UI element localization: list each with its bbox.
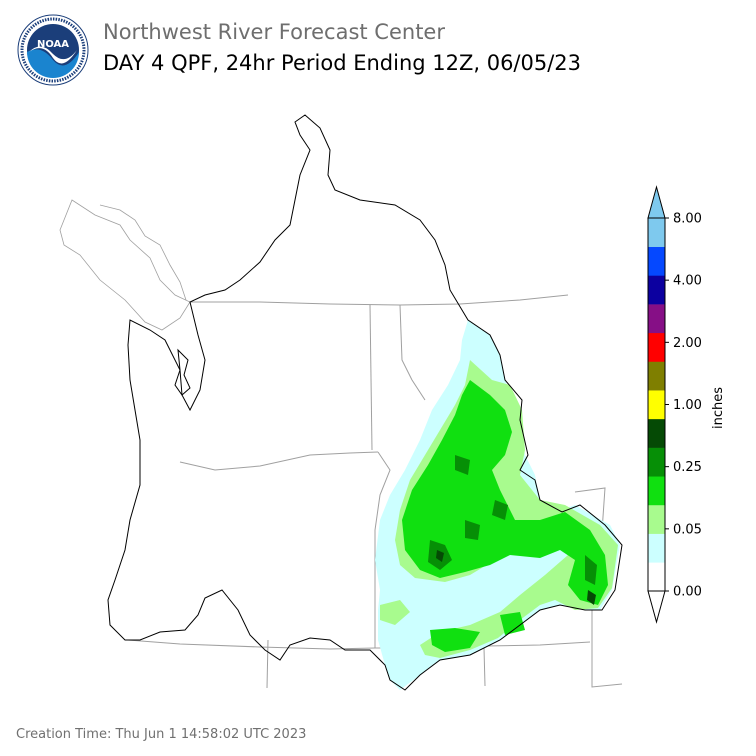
- qpf-field: [375, 320, 620, 690]
- qpf-map: [59, 114, 623, 691]
- colorbar-bins: [648, 218, 665, 592]
- colorbar-tick-label: 2.00: [673, 336, 702, 351]
- colorbar-ticks: 0.00 0.05 0.25 1.00 2.00 4.00 8.00: [665, 212, 702, 600]
- colorbar-bin: [648, 418, 665, 448]
- logo-text: NOAA: [37, 39, 69, 50]
- colorbar-bin: [648, 562, 665, 592]
- colorbar-bin: [648, 332, 665, 362]
- noaa-logo: NOAA: [17, 14, 89, 86]
- colorbar-tick-label: 0.25: [673, 460, 702, 475]
- basin-outline: [107, 114, 623, 691]
- colorbar-bin: [648, 275, 665, 305]
- wa-id-border: [369, 304, 373, 451]
- logo-seagull-icon: [29, 46, 77, 64]
- colorbar-bin: [648, 218, 665, 247]
- id-mt-border: [399, 304, 426, 401]
- nv-ut-line: [483, 647, 486, 687]
- colorbar-under-arrow: [647, 590, 666, 624]
- product-title: DAY 4 QPF, 24hr Period Ending 12Z, 06/05…: [103, 51, 582, 75]
- colorbar-bin: [648, 533, 665, 563]
- island-outlines: [59, 199, 191, 331]
- colorbar-over-arrow: [647, 185, 666, 219]
- colorbar-tick-label: 0.00: [673, 585, 702, 600]
- colorbar-unit-label: inches: [711, 387, 726, 429]
- puget-sound: [174, 348, 191, 396]
- ca-nv-line: [266, 639, 269, 689]
- colorbar-tick-label: 8.00: [673, 212, 702, 227]
- colorbar-tick-label: 4.00: [673, 274, 702, 289]
- colorbar-bin: [648, 361, 665, 391]
- bc-coast: [99, 204, 187, 301]
- wa-or-border: [179, 451, 379, 471]
- or-ca-nv-border: [127, 639, 376, 650]
- colorbar-bin: [648, 504, 665, 534]
- colorbar-tick-label: 0.05: [673, 522, 702, 537]
- colorbar-tick-label: 1.00: [673, 398, 702, 413]
- colorbar-bin: [648, 476, 665, 506]
- colorbar-bin: [648, 304, 665, 334]
- creation-time: Creation Time: Thu Jun 1 14:58:02 UTC 20…: [16, 727, 307, 742]
- colorbar-bin: [648, 447, 665, 477]
- logo-ring-text-band: [20, 17, 86, 83]
- or-id-border: [374, 451, 391, 648]
- logo-disc-light: [27, 49, 79, 78]
- colorbar-bin: [648, 246, 665, 276]
- vancouver-island: [59, 199, 191, 331]
- agency-title: Northwest River Forecast Center: [103, 20, 445, 44]
- colorbar-bin: [648, 390, 665, 420]
